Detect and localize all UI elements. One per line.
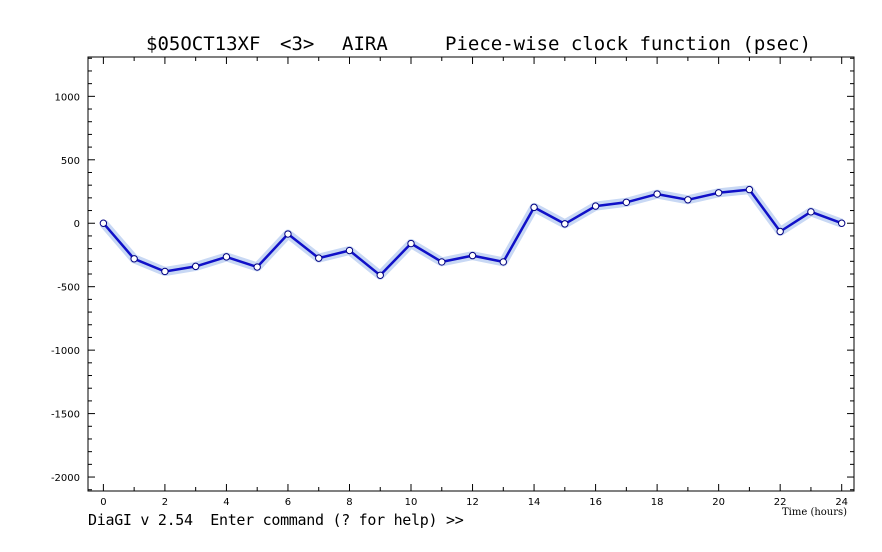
data-point <box>591 202 600 210</box>
chart-title-station: AIRA <box>342 33 388 55</box>
y-tick-label: -2000 <box>51 473 80 484</box>
data-point <box>376 271 384 279</box>
data-point <box>499 258 508 266</box>
y-tick-label: -500 <box>57 283 80 294</box>
data-point <box>837 219 846 227</box>
x-tick-label: 10 <box>405 497 418 508</box>
data-point-markers <box>99 185 846 279</box>
x-tick-label: 8 <box>346 497 352 508</box>
data-point <box>438 258 446 266</box>
data-point <box>99 219 108 227</box>
y-tick-label: 1000 <box>55 92 80 103</box>
command-prompt[interactable]: DiaGI v 2.54 Enter command (? for help) … <box>88 511 464 529</box>
x-tick-label: 6 <box>285 497 291 508</box>
data-point <box>315 254 323 262</box>
data-point <box>407 239 415 248</box>
x-tick-label: 16 <box>589 497 602 508</box>
chart-title-index: <3> <box>280 33 314 55</box>
data-point <box>284 230 292 238</box>
data-point <box>776 227 784 236</box>
x-tick-label: 14 <box>528 497 541 508</box>
data-point <box>161 267 169 276</box>
x-tick-label: 24 <box>835 497 848 508</box>
x-tick-label: 0 <box>100 497 106 508</box>
x-tick-label: 18 <box>651 497 664 508</box>
y-tick-label: 500 <box>61 156 80 167</box>
data-point <box>345 246 354 255</box>
data-point <box>714 189 723 197</box>
data-point <box>130 255 138 263</box>
y-tick-label: -1500 <box>51 410 80 421</box>
data-point <box>191 262 200 271</box>
x-tick-label: 12 <box>466 497 479 508</box>
y-tick-label: 0 <box>74 219 80 230</box>
y-tick-label: -1000 <box>51 346 80 357</box>
data-point <box>653 190 661 198</box>
data-point <box>684 196 692 204</box>
data-point <box>253 263 261 271</box>
data-point <box>622 198 631 207</box>
x-tick-labels: 0 2 4 6 8 10 12 14 16 18 20 22 24 <box>100 497 848 508</box>
x-tick-label: 2 <box>162 497 168 508</box>
data-point <box>530 203 538 212</box>
axis-ticks <box>88 57 854 491</box>
chart-title-experiment: $05OCT13XF <box>146 33 260 55</box>
y-tick-labels: 1000 500 0 -500 -1000 -1500 -2000 <box>51 92 80 484</box>
data-point <box>222 253 231 261</box>
x-tick-label: 4 <box>223 497 229 508</box>
x-tick-label: 20 <box>712 497 725 508</box>
data-point <box>561 220 569 228</box>
data-point <box>468 251 477 260</box>
uncertainty-band <box>99 185 844 280</box>
chart-title-description: Piece-wise clock function (psec) <box>445 33 811 55</box>
x-tick-label: 22 <box>774 497 787 508</box>
x-axis-label: Time (hours) <box>782 507 847 518</box>
data-point <box>745 185 754 194</box>
data-point <box>807 208 815 216</box>
plot-frame <box>87 56 855 492</box>
